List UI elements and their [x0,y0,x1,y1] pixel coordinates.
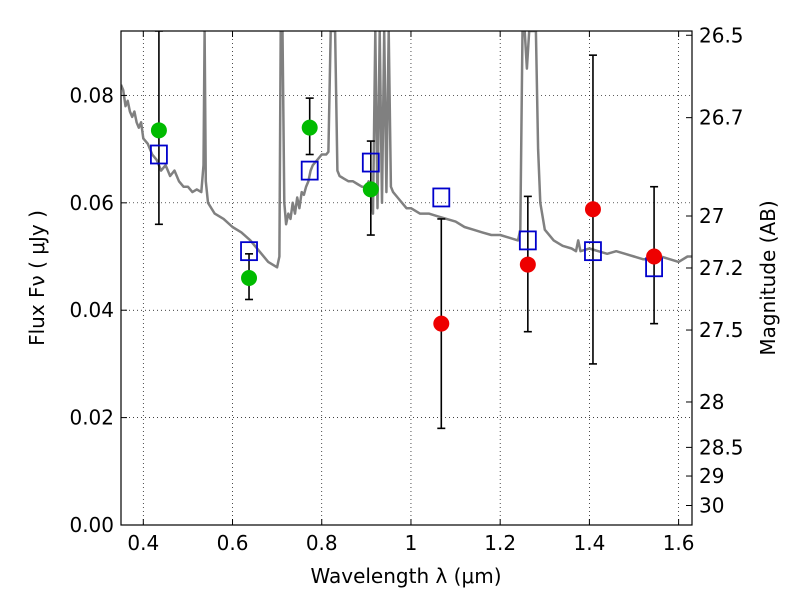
y-tick-label: 0.00 [69,513,114,537]
model-photometry-square [518,230,537,251]
x-tick-label: 0.4 [127,531,159,555]
mag-tick-label: 30 [699,494,724,518]
nir-flux-point [584,201,601,218]
x-tick-label: 1.2 [484,531,516,555]
model-photometry-square [432,187,451,208]
model-photometry-square [584,241,602,262]
mag-tick-label: 27.5 [699,318,744,342]
mag-tick-label: 26.5 [699,23,744,47]
mag-tick-label: 29 [699,464,724,488]
x-tick-label: 0.6 [217,531,249,555]
optical-flux-point [362,181,379,198]
y-axis-label: Flux Fν ( μJy ) [25,210,49,346]
mag-tick-label: 27.2 [699,256,744,280]
optical-flux-point [241,270,258,286]
y-tick-label: 0.08 [69,83,114,107]
model-photometry-square [361,152,380,173]
x-axis-label: Wavelength λ (μm) [310,564,501,588]
mag-tick-label: 27 [699,204,724,228]
plot-frame [120,30,693,526]
plot-data [121,31,692,430]
optical-flux-point [150,122,167,139]
nir-flux-point [646,248,663,265]
y-tick-label: 0.04 [69,298,114,322]
axis-ticks: 0.4 0.6 0.8 1 1.2 1.4 1.6 0.00 0.02 0.04 0.06 0.08 2… [69,23,743,555]
nir-flux-point [433,315,450,332]
model-photometry-square [240,241,258,262]
y-tick-label: 0.02 [69,406,114,430]
mag-tick-label: 28.5 [699,435,744,459]
model-spectrum-line [121,31,692,269]
y2-axis-label: Magnitude (AB) [756,200,780,355]
y-tick-label: 0.06 [69,191,114,215]
mag-tick-label: 26.7 [699,106,744,130]
mag-tick-label: 28 [699,390,724,414]
nir-flux-point [519,256,536,273]
x-tick-label: 1.6 [663,531,695,555]
grid-lines [121,31,692,526]
model-photometry-square [150,144,168,165]
optical-flux-point [301,119,318,136]
x-tick-label: 1.4 [573,531,605,555]
x-tick-label: 0.8 [306,531,338,555]
model-photometry-square [300,160,319,181]
x-tick-label: 1 [405,531,418,555]
